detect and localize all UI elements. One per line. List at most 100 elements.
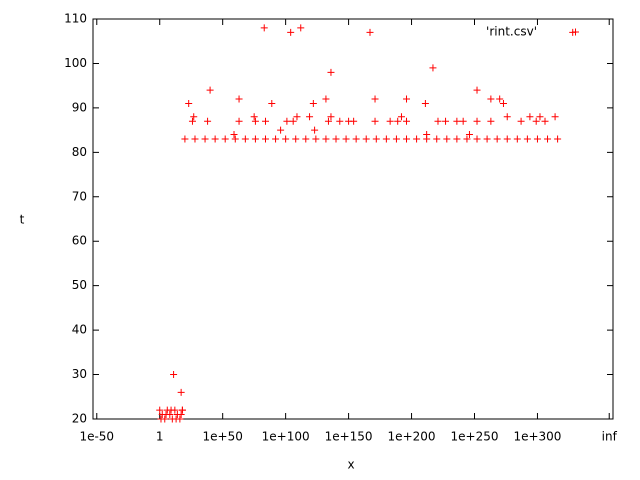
point [211, 135, 219, 143]
point [191, 135, 199, 143]
point [473, 135, 481, 143]
point [366, 28, 374, 36]
point [513, 135, 521, 143]
x-tick-label: 1e-50 [79, 430, 114, 444]
point [503, 135, 511, 143]
x-tick-label: inf [602, 430, 618, 444]
point [503, 113, 511, 121]
point [178, 406, 186, 414]
point [423, 131, 431, 139]
point [473, 86, 481, 94]
point [434, 117, 442, 125]
y-tick-label: 100 [64, 56, 87, 70]
y-tick-label: 110 [64, 12, 87, 26]
point [541, 117, 549, 125]
point [322, 95, 330, 103]
point [499, 99, 507, 107]
legend-marker [572, 28, 579, 36]
point [463, 135, 471, 143]
point [483, 135, 491, 143]
point [287, 28, 295, 36]
point [283, 117, 291, 125]
point [372, 135, 380, 143]
point [261, 117, 269, 125]
point [350, 117, 358, 125]
point [536, 113, 544, 121]
point [403, 117, 411, 125]
point [327, 113, 335, 121]
point [487, 117, 495, 125]
point [231, 135, 239, 143]
y-tick-label: 30 [72, 367, 87, 381]
point [322, 135, 330, 143]
y-tick-label: 50 [72, 278, 87, 292]
point [533, 135, 541, 143]
point [268, 99, 276, 107]
point [394, 117, 402, 125]
point [332, 135, 340, 143]
point [172, 415, 180, 423]
point [342, 135, 350, 143]
legend-label: 'rint.csv' [486, 25, 537, 39]
x-tick-label: 1e+250 [451, 430, 499, 444]
point [465, 131, 473, 139]
y-tick-label: 20 [72, 412, 87, 426]
point [277, 126, 285, 134]
point [327, 68, 335, 76]
point [324, 117, 332, 125]
point [306, 113, 314, 121]
point [371, 95, 379, 103]
point [170, 371, 178, 379]
point [493, 135, 501, 143]
point [156, 406, 164, 414]
x-tick-label: 1e+200 [388, 430, 436, 444]
point [235, 95, 243, 103]
point [261, 135, 269, 143]
point [188, 117, 196, 125]
y-tick-label: 90 [72, 100, 87, 114]
point [413, 135, 421, 143]
point [421, 99, 429, 107]
point [289, 117, 297, 125]
point [544, 135, 552, 143]
y-axis-label: t [20, 213, 25, 227]
point [167, 406, 175, 414]
point [235, 117, 243, 125]
point [526, 113, 534, 121]
x-tick-label: 1e+150 [325, 430, 373, 444]
x-tick-label: 1 [156, 430, 164, 444]
point [251, 135, 259, 143]
point [532, 117, 540, 125]
point [221, 135, 229, 143]
point [162, 411, 170, 419]
point [309, 99, 317, 107]
point [206, 86, 214, 94]
point [554, 135, 562, 143]
point [272, 135, 280, 143]
point [429, 64, 437, 72]
plot-frame [92, 18, 614, 420]
point [230, 131, 238, 139]
point [250, 113, 258, 121]
y-tick-label: 80 [72, 145, 87, 159]
point [251, 117, 259, 125]
point [442, 117, 450, 125]
point [453, 117, 461, 125]
point [293, 113, 301, 121]
point [517, 117, 525, 125]
point [433, 135, 441, 143]
y-tick-label: 70 [72, 189, 87, 203]
x-axis-label: x [347, 458, 354, 472]
y-tick-label: 60 [72, 234, 87, 248]
point [397, 113, 405, 121]
point [181, 135, 189, 143]
point [382, 135, 390, 143]
x-tick-label: 1e+50 [203, 430, 243, 444]
point [523, 135, 531, 143]
point [311, 126, 319, 134]
point [473, 117, 481, 125]
x-tick-label: 1e+100 [262, 430, 310, 444]
point [403, 135, 411, 143]
point [443, 135, 451, 143]
point [453, 135, 461, 143]
